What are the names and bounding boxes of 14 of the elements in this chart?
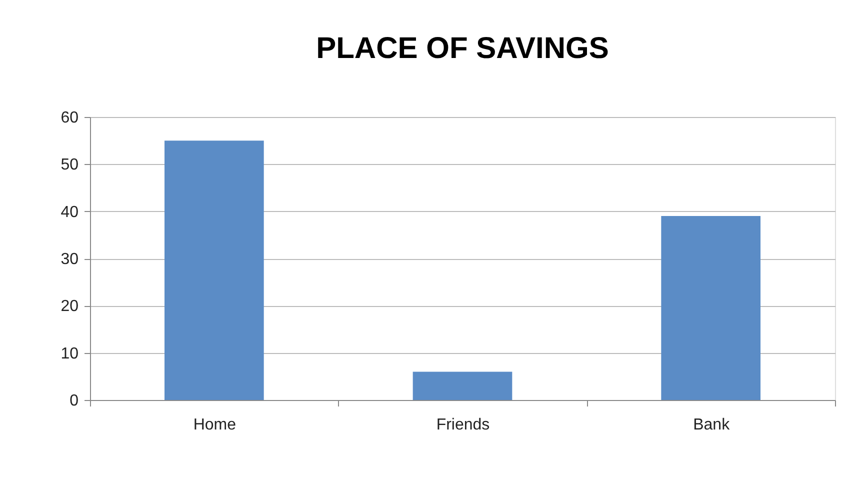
y-tick-label: 30 (60, 251, 79, 268)
bar (412, 372, 512, 400)
chart-title: PLACE OF SAVINGS (316, 32, 609, 65)
y-tick-label: 50 (60, 156, 79, 174)
y-tick-label: 10 (60, 345, 79, 362)
x-tick-label: Home (193, 416, 236, 434)
y-tick-label: 20 (60, 298, 79, 316)
bar (164, 140, 264, 400)
y-tick-label: 60 (60, 110, 79, 126)
bar (661, 216, 760, 400)
x-tick-label: Friends (436, 416, 490, 434)
x-tick-label: Bank (693, 416, 731, 434)
y-tick-label: 0 (70, 392, 79, 410)
y-tick-label: 40 (60, 204, 79, 221)
